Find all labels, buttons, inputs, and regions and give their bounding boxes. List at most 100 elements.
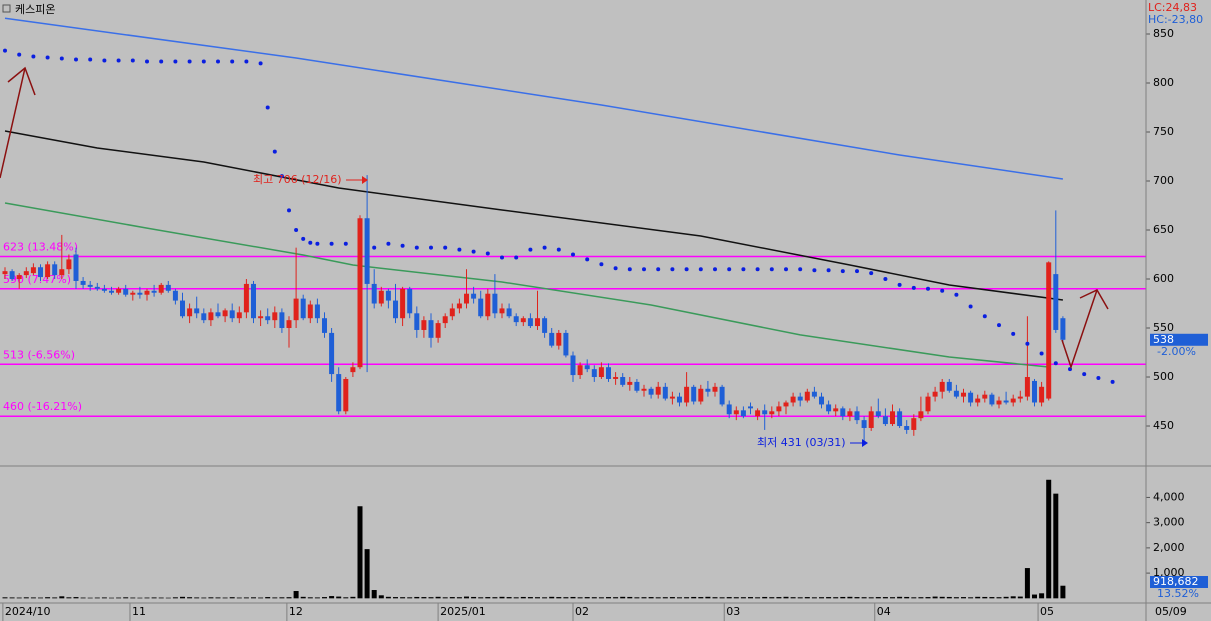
candle-body — [314, 304, 320, 319]
sar-dot — [897, 282, 902, 287]
sar-dot — [485, 251, 490, 256]
moving-line — [4, 130, 1063, 301]
candle-body — [350, 367, 356, 373]
candle-body — [208, 312, 214, 321]
sar-dot — [514, 255, 519, 260]
candle-body — [520, 318, 526, 323]
sar-dot — [145, 59, 150, 64]
sar-dot — [294, 228, 299, 233]
volume-bar — [123, 597, 129, 599]
candle-body — [755, 410, 761, 417]
x-tick-label: 02 — [575, 605, 589, 618]
candle-body — [272, 312, 278, 321]
sar-dot — [741, 267, 746, 272]
candle-body — [251, 283, 257, 319]
volume-bar — [598, 597, 604, 599]
volume-bar — [911, 597, 917, 599]
candle-body — [456, 303, 462, 309]
candle-body — [378, 290, 384, 304]
volume-bar — [982, 596, 988, 599]
candle-body — [158, 284, 164, 293]
sar-dot — [414, 245, 419, 250]
volume-bar — [549, 596, 555, 599]
sar-dot — [855, 269, 860, 274]
sar-dot — [386, 241, 391, 246]
candle-body — [563, 332, 569, 356]
volume-bar — [222, 597, 228, 599]
candle-body — [201, 313, 207, 321]
candle-body — [826, 404, 832, 412]
volume-bar — [712, 597, 718, 599]
volume-bar — [201, 597, 207, 599]
chart-title: 케스피온 — [15, 3, 55, 16]
candle-body — [180, 300, 186, 317]
volume-bar — [875, 597, 881, 599]
y-tick-label: 550 — [1153, 321, 1174, 334]
sar-dot — [265, 105, 270, 110]
volume-bar — [556, 597, 562, 599]
candle-body — [385, 290, 391, 301]
volume-bar — [243, 597, 249, 599]
sar-dot — [400, 243, 405, 248]
y-tick-label: 650 — [1153, 223, 1174, 236]
moving-line — [4, 202, 1049, 368]
candle-body — [52, 264, 58, 276]
volume-bar — [996, 597, 1002, 599]
volume-bar — [677, 597, 683, 599]
x-tick-label: 2024/10 — [5, 605, 51, 618]
sar-dot — [571, 252, 576, 257]
sar-dot — [911, 285, 916, 290]
candle-body — [783, 402, 789, 407]
candle-body — [868, 411, 874, 428]
sar-dot — [556, 247, 561, 252]
sar-dot — [613, 266, 618, 271]
sar-dot — [73, 57, 78, 62]
candle-body — [961, 392, 967, 397]
volume-bar — [833, 597, 839, 599]
sar-dot — [997, 323, 1002, 328]
volume-bar — [2, 597, 8, 599]
sar-dot — [982, 314, 987, 319]
sar-dot — [926, 286, 931, 291]
candle-body — [570, 355, 576, 376]
volume-bar — [968, 597, 974, 599]
candle-body — [606, 367, 612, 379]
volume-bar — [868, 597, 874, 599]
candle-body — [662, 386, 668, 399]
sar-dot — [443, 245, 448, 250]
candle-body — [1017, 396, 1023, 399]
candle-body — [1039, 386, 1045, 403]
candle-body — [719, 386, 725, 405]
volume-bar — [1060, 585, 1066, 599]
volume-bar — [45, 597, 51, 599]
sar-dot — [159, 59, 164, 64]
volume-bar — [350, 596, 356, 599]
candle-body — [691, 386, 697, 402]
volume-bar — [748, 597, 754, 599]
volume-bar — [478, 597, 484, 599]
level-label: 460 (-16.21%) — [3, 400, 82, 413]
candle-body — [804, 391, 810, 401]
volume-bar — [961, 597, 967, 599]
volume-bar — [215, 597, 221, 599]
volume-bar — [918, 597, 924, 599]
annotation-arrowhead — [362, 176, 368, 184]
volume-bar — [606, 597, 612, 599]
volume-bar — [975, 596, 981, 599]
volume-bar — [307, 597, 313, 599]
candle-body — [23, 271, 29, 276]
volume-bar — [989, 597, 995, 599]
volume-bar — [442, 597, 448, 599]
candle-body — [428, 320, 434, 338]
candle-body — [677, 396, 683, 403]
sar-dot — [755, 267, 760, 272]
candle-body — [172, 290, 178, 301]
x-tick-label: 11 — [132, 605, 146, 618]
candle-body — [897, 411, 903, 427]
sar-dot — [457, 247, 462, 252]
candle-body — [1024, 377, 1030, 397]
candle-body — [243, 283, 249, 313]
sar-dot — [1053, 361, 1058, 366]
